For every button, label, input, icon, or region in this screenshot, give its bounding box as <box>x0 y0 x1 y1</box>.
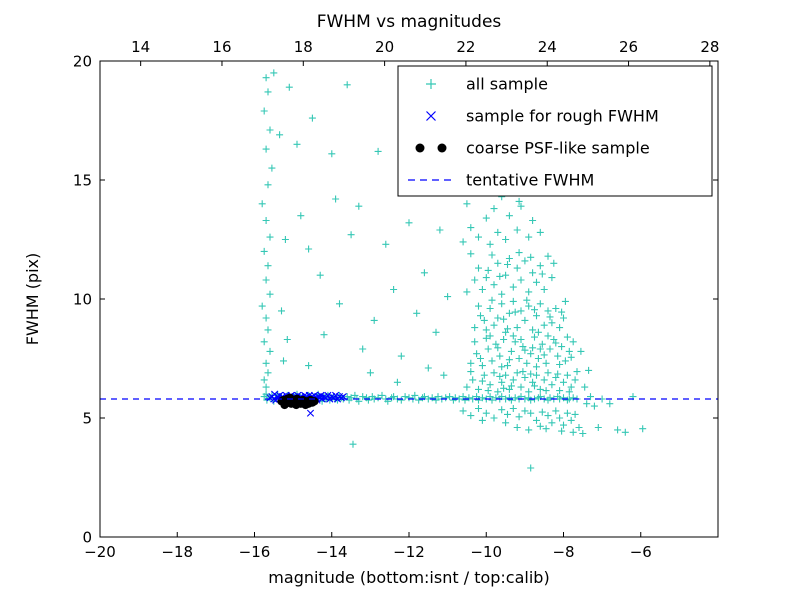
dot-marker-icon <box>437 143 447 153</box>
y-tick-label: 20 <box>73 52 92 70</box>
x-tick-label: −6 <box>630 543 652 561</box>
y-axis: 0 5 10 15 20 <box>73 52 718 546</box>
x-tick-label: −18 <box>161 543 193 561</box>
plus-marker-icon <box>426 79 436 89</box>
series-all-sample <box>258 69 647 472</box>
legend-label: all sample <box>466 75 548 94</box>
all-sample-markers <box>258 69 647 472</box>
x-top-tick-label: 20 <box>375 38 394 56</box>
x-axis-bottom: −20 −18 −16 −14 −12 −10 −8 −6 <box>84 532 652 561</box>
x-tick-label: −16 <box>239 543 271 561</box>
x-tick-label: −10 <box>470 543 502 561</box>
coarse-psf-sample-dot <box>280 400 289 410</box>
legend-entry-rough-fwhm-sample: sample for rough FWHM <box>426 107 659 126</box>
coarse-psf-sample-dot <box>301 400 310 410</box>
x-top-tick-label: 18 <box>294 38 313 56</box>
legend-entry-tentative-fwhm: tentative FWHM <box>408 171 594 190</box>
legend-label: tentative FWHM <box>466 171 594 190</box>
x-axis-top: 14 16 18 20 22 24 26 28 <box>131 38 719 66</box>
legend-box <box>397 65 713 197</box>
x-top-tick-label: 26 <box>619 38 638 56</box>
x-axis-label-text: magnitude (bottom:isnt / top:calib) <box>268 568 549 587</box>
chart-title-text: FWHM vs magnitudes <box>317 12 502 32</box>
x-marker-icon <box>426 111 436 121</box>
x-top-tick-label: 14 <box>131 38 150 56</box>
y-axis-label: FWHM (pix) <box>23 253 42 346</box>
y-tick-label: 10 <box>73 290 92 308</box>
legend-label: sample for rough FWHM <box>466 107 659 126</box>
coarse-psf-sample-dot <box>285 393 295 402</box>
y-axis-label-text: FWHM (pix) <box>23 253 42 346</box>
x-tick-label: −20 <box>84 543 116 561</box>
y-tick-label: 0 <box>82 528 92 546</box>
legend-entry-all-sample: all sample <box>426 75 548 94</box>
x-top-tick-label: 28 <box>700 38 719 56</box>
y-tick-label: 5 <box>82 409 92 427</box>
x-tick-label: −8 <box>552 543 574 561</box>
x-top-tick-label: 24 <box>538 38 557 56</box>
y-tick-label: 15 <box>73 171 92 189</box>
dot-marker-icon <box>415 143 425 153</box>
x-top-tick-label: 16 <box>212 38 231 56</box>
x-tick-label: −12 <box>393 543 425 561</box>
x-tick-label: −14 <box>316 543 348 561</box>
x-axis-label: magnitude (bottom:isnt / top:calib) <box>268 568 549 587</box>
legend-label: coarse PSF-like sample <box>466 139 650 158</box>
legend-entry-coarse-psf-sample: coarse PSF-like sample <box>415 139 650 158</box>
legend: all sample sample for rough FWHM coarse PS… <box>397 65 713 197</box>
x-top-tick-label: 22 <box>456 38 475 56</box>
chart-title: FWHM vs magnitudes <box>317 12 502 32</box>
coarse-psf-sample-dot <box>292 400 301 410</box>
